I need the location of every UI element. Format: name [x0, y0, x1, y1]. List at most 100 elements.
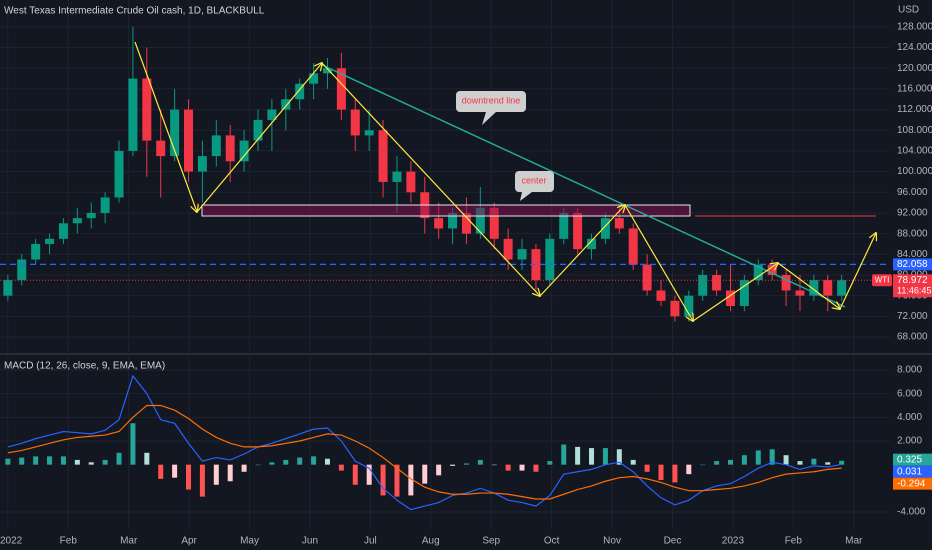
candle-body: [712, 274, 722, 291]
y-tick-label: 128.000: [897, 22, 932, 33]
last-value-box: [893, 465, 932, 478]
histogram-bar: [783, 455, 789, 465]
candle-body: [239, 140, 249, 162]
candle-body: [197, 156, 207, 172]
candle-body: [364, 130, 374, 136]
trend-line: [321, 64, 846, 308]
x-tick-label: Jun: [302, 536, 318, 547]
candle-body: [698, 274, 708, 296]
histogram-bar: [686, 464, 692, 475]
candle-body: [448, 212, 458, 229]
candle-body: [781, 274, 791, 291]
y-tick-label: 120.000: [897, 63, 932, 74]
histogram-bar: [491, 464, 497, 466]
zigzag: [134, 41, 876, 321]
y-tick-label: 2.000: [897, 436, 922, 447]
histogram-bar: [297, 457, 303, 465]
annotation: downtrend line: [462, 95, 521, 105]
histogram-bar: [172, 464, 178, 478]
last-value-box: [893, 477, 932, 490]
histogram-bar: [839, 460, 845, 465]
histogram-bar: [644, 464, 650, 472]
candle-body: [545, 238, 555, 281]
countdown: 11:46:45: [897, 286, 931, 296]
candle-body: [642, 264, 652, 291]
y-tick-label: 124.000: [897, 42, 932, 53]
histogram-bar: [505, 464, 511, 471]
zigzag-leg: [539, 205, 625, 297]
candle-body: [600, 218, 610, 239]
last-value-label: 0.031: [897, 466, 922, 477]
range-box: [201, 204, 691, 217]
symbol-tag: [872, 274, 892, 287]
x-tick-label: Aug: [422, 536, 440, 547]
histogram-bar: [616, 449, 622, 465]
candle-body: [100, 197, 110, 213]
candle-body: [517, 249, 527, 260]
candle-body: [295, 83, 305, 100]
candle-body: [184, 109, 194, 172]
zigzag-leg: [777, 262, 840, 309]
candle-body: [823, 280, 833, 296]
histogram-bar: [116, 452, 122, 465]
candle-body: [128, 78, 138, 151]
histogram-bar: [380, 464, 386, 496]
histogram-bar: [269, 462, 275, 465]
zigzag-leg: [321, 62, 540, 296]
histogram-bar: [825, 462, 831, 465]
histogram-bar: [727, 459, 733, 465]
y-tick-label: 100.000: [897, 166, 932, 177]
candle-body: [573, 212, 583, 250]
x-tick-label: Feb: [785, 536, 803, 547]
candle-body: [434, 218, 444, 229]
candle-body: [587, 238, 597, 250]
candle-body: [281, 99, 291, 110]
candle-body: [336, 68, 346, 110]
histogram-bar: [630, 459, 636, 465]
y-tick-label: 72.000: [897, 311, 928, 322]
x-tick-label: Nov: [603, 536, 621, 547]
histogram-bar: [213, 464, 219, 485]
histogram-bar: [47, 456, 53, 465]
histogram-bar: [74, 459, 80, 465]
histogram-bar: [450, 464, 456, 466]
histogram-bar: [422, 464, 428, 484]
zigzag-leg: [196, 63, 322, 213]
histogram-bar: [519, 464, 525, 471]
histogram-bar: [102, 459, 108, 465]
candle-body: [58, 223, 68, 239]
candle-body: [628, 228, 638, 265]
y-tick-label: 68.000: [897, 332, 928, 343]
histogram-bar: [602, 448, 608, 465]
candle-body: [503, 238, 513, 260]
x-tick-label: Apr: [181, 536, 197, 547]
histogram-bar: [672, 464, 678, 483]
candle-body: [72, 218, 82, 224]
candle-body: [475, 207, 485, 234]
zigzag-leg: [624, 204, 693, 321]
candle-body: [31, 243, 41, 260]
histogram-bar: [769, 449, 775, 465]
candle-body: [170, 109, 180, 157]
x-tick-label: Sep: [482, 536, 500, 547]
candle-body: [809, 280, 819, 296]
price-line-box: [893, 258, 932, 271]
histogram-bar: [227, 464, 233, 482]
histogram-bar: [741, 455, 747, 465]
histogram-bar: [130, 423, 136, 465]
histogram-bar: [199, 464, 205, 497]
candle-body: [795, 290, 805, 296]
symbol-label: WTI: [875, 275, 890, 284]
y-tick-label: 88.000: [897, 228, 928, 239]
histogram-bar: [33, 456, 39, 465]
histogram-bar: [589, 448, 595, 465]
histogram-bar: [797, 461, 803, 465]
histogram-bar: [255, 464, 261, 466]
last-value-label: 0.325: [897, 454, 922, 465]
currency: USD: [898, 5, 919, 16]
candle-body: [406, 171, 416, 193]
candle-body: [350, 109, 360, 136]
histogram-bar: [241, 464, 247, 472]
indicator-line: [7, 404, 842, 500]
